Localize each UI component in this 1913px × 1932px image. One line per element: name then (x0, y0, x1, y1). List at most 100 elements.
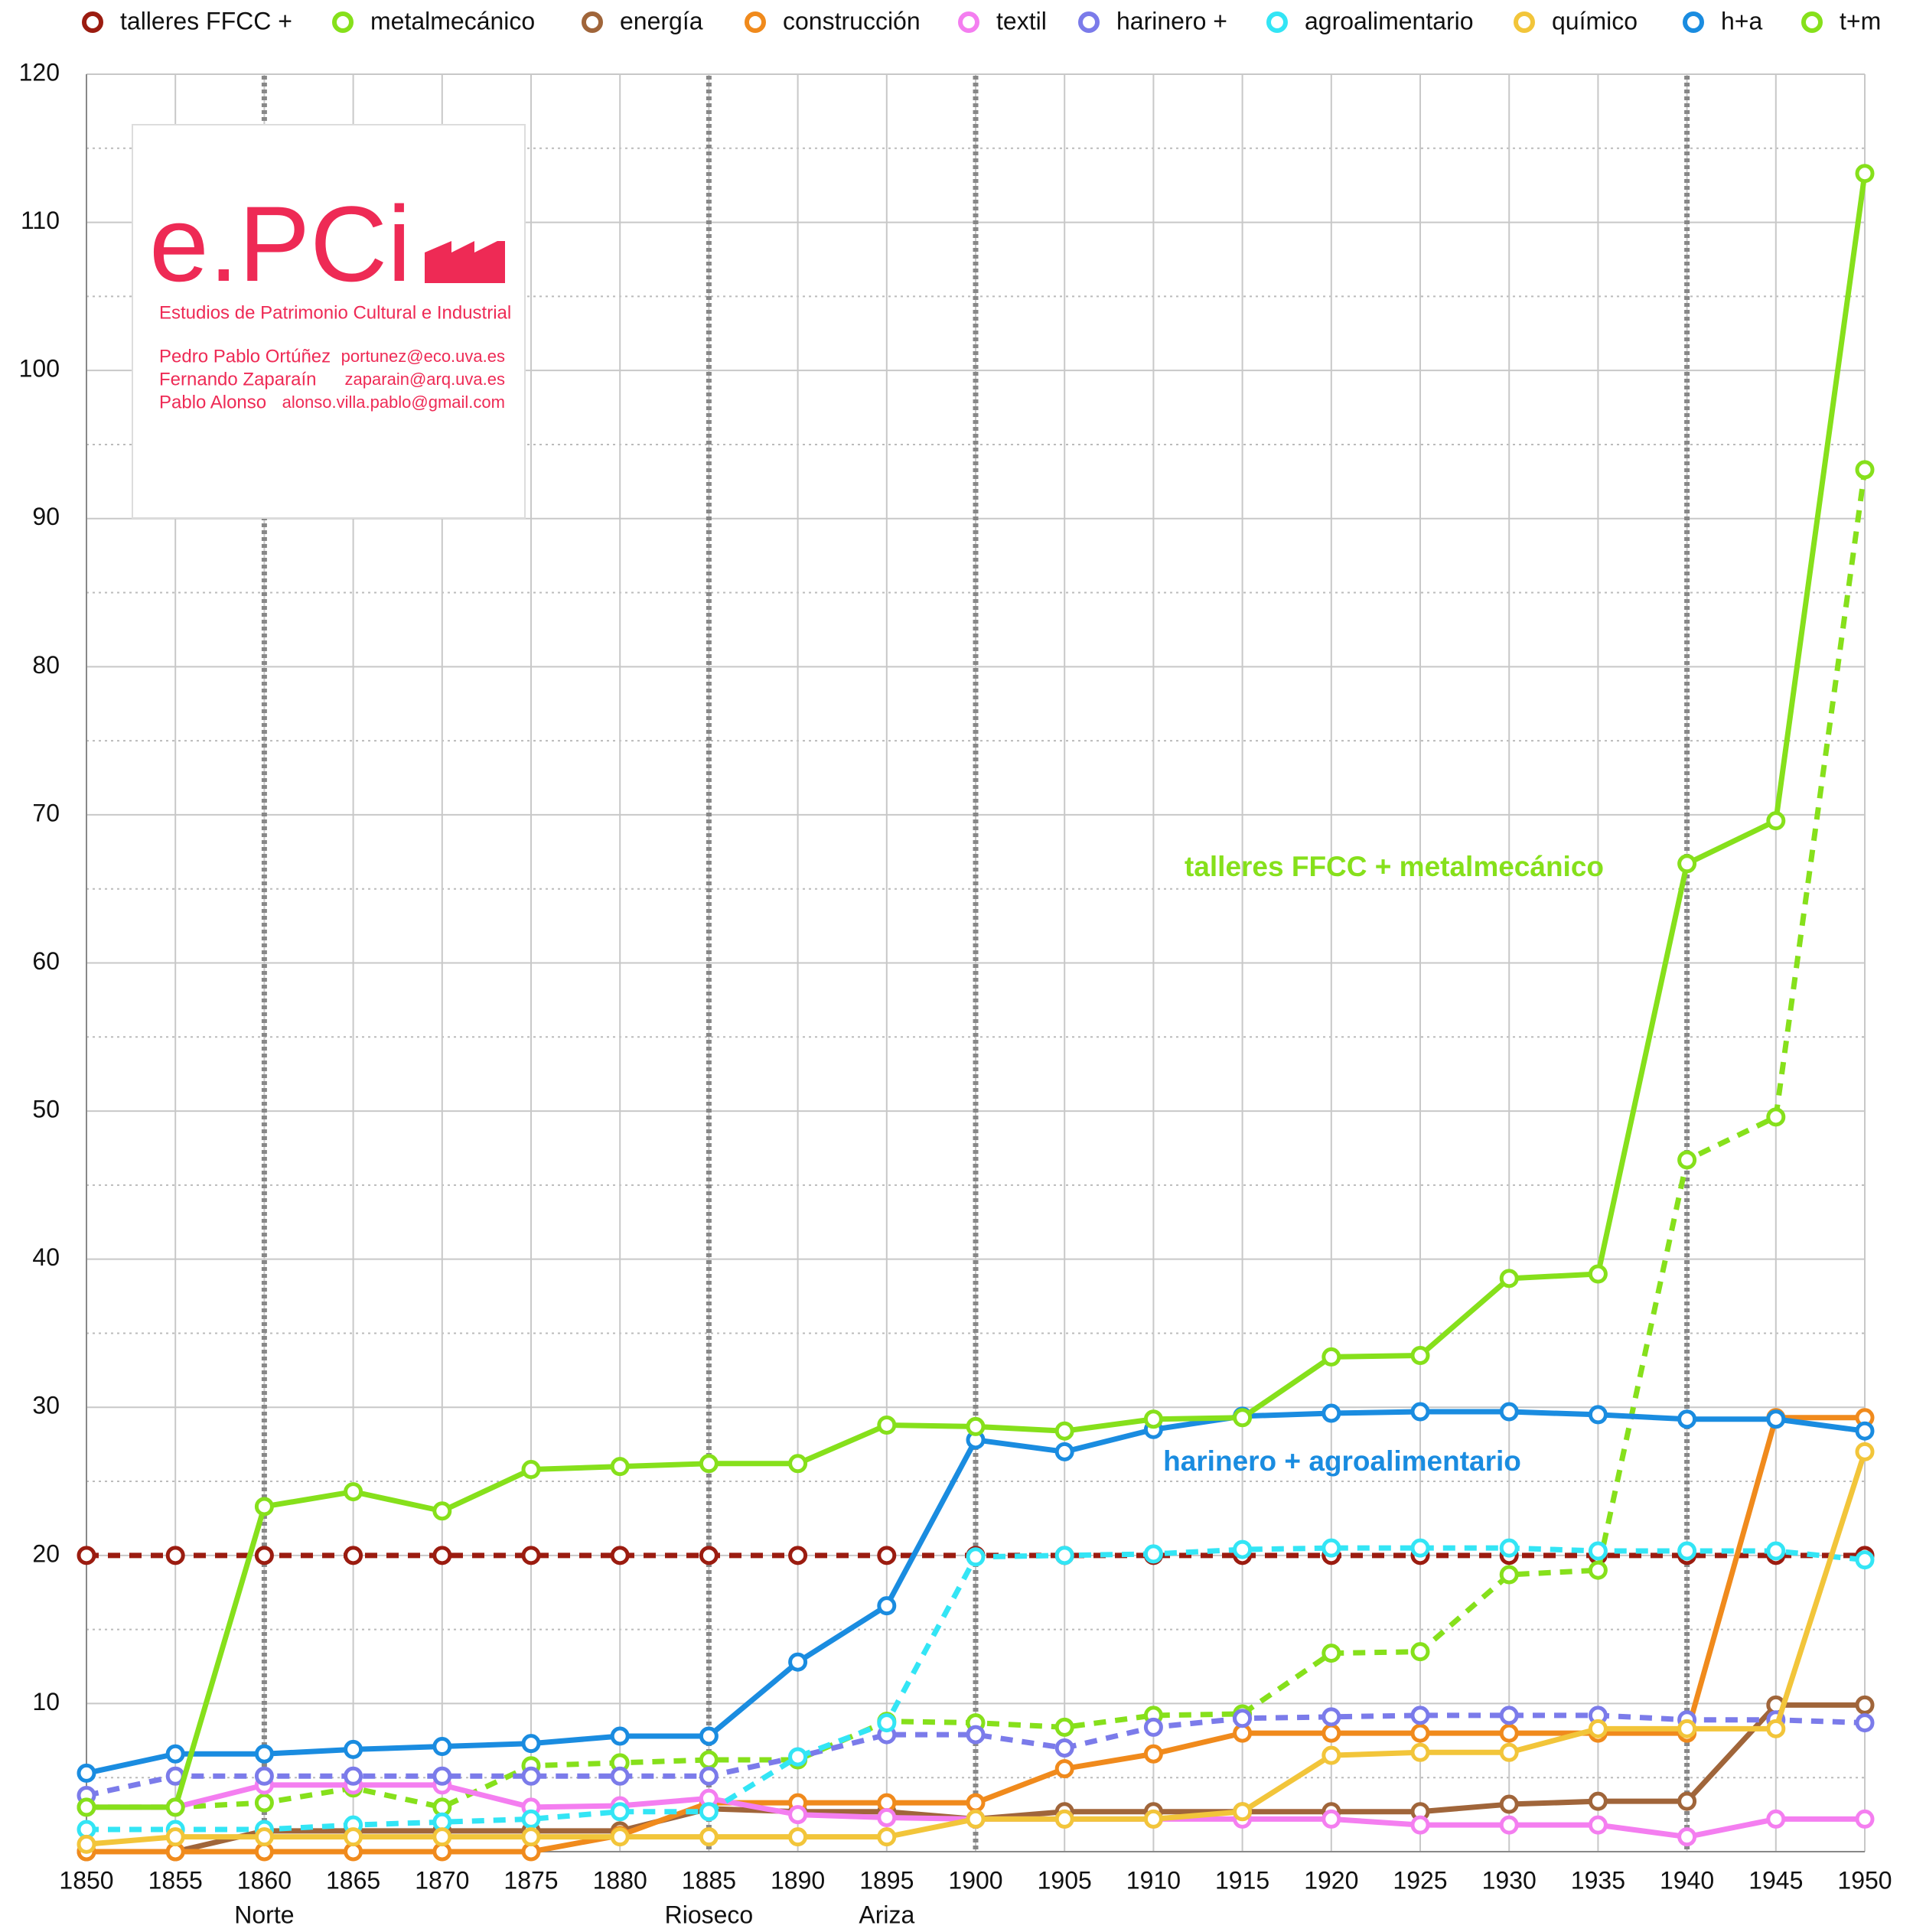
data-point (1233, 1802, 1253, 1822)
data-point (1588, 1791, 1608, 1811)
data-point (165, 1827, 185, 1847)
logo-box (132, 124, 526, 519)
data-point (254, 1497, 274, 1517)
x-annotation: Ariza (859, 1901, 914, 1928)
data-point (610, 1726, 630, 1746)
data-point (1054, 1809, 1074, 1829)
y-tick-label: 20 (32, 1539, 60, 1567)
legend-marker (332, 11, 354, 33)
data-point (432, 1766, 452, 1786)
data-point (432, 1501, 452, 1521)
data-point (1233, 1539, 1253, 1559)
data-point (1322, 1809, 1341, 1829)
data-point (254, 1546, 274, 1565)
data-point (966, 1809, 986, 1829)
data-point (1677, 1541, 1697, 1561)
data-point (1499, 1538, 1519, 1558)
y-tick-label: 40 (32, 1243, 60, 1271)
data-point (877, 1596, 897, 1616)
legend-marker (1266, 11, 1288, 33)
data-point (521, 1460, 541, 1480)
data-point (1677, 1719, 1697, 1738)
data-point (254, 1793, 274, 1813)
logo-mark: e.PCi (149, 184, 411, 304)
data-point (1588, 1719, 1608, 1738)
data-point (1410, 1538, 1430, 1558)
x-tick-label: 1950 (1837, 1866, 1892, 1894)
data-point (1322, 1745, 1341, 1765)
data-point (1855, 1442, 1875, 1461)
data-point (610, 1546, 630, 1565)
data-point (1054, 1759, 1074, 1779)
data-point (699, 1766, 719, 1786)
legend-label: harinero + (1116, 7, 1227, 34)
data-point (610, 1766, 630, 1786)
x-tick-label: 1940 (1660, 1866, 1714, 1894)
data-point (1410, 1815, 1430, 1835)
x-tick-label: 1885 (682, 1866, 736, 1894)
y-tick-label: 60 (32, 947, 60, 975)
logo-email: portunez@eco.uva.es (341, 347, 505, 366)
data-point (877, 1827, 897, 1847)
data-point (521, 1546, 541, 1565)
data-point (1143, 1544, 1163, 1564)
x-tick-label: 1915 (1215, 1866, 1269, 1894)
data-point (1322, 1707, 1341, 1727)
data-point (1499, 1269, 1519, 1289)
legend-label: químico (1552, 7, 1638, 34)
data-point (1766, 811, 1786, 831)
data-point (788, 1546, 808, 1565)
logo-subtitle: Estudios de Patrimonio Cultural e Indust… (159, 302, 511, 323)
data-point (1410, 1742, 1430, 1762)
x-tick-label: 1865 (326, 1866, 380, 1894)
legend-label: energía (620, 7, 703, 34)
data-point (1855, 1809, 1875, 1829)
y-tick-label: 30 (32, 1392, 60, 1419)
annotation: talleres FFCC + metalmecánico (1185, 851, 1604, 882)
data-point (165, 1744, 185, 1764)
data-point (699, 1454, 719, 1474)
data-point (1677, 1409, 1697, 1429)
data-point (521, 1827, 541, 1847)
data-point (788, 1747, 808, 1767)
series (77, 1442, 1875, 1854)
logo: e.PCi Estudios de Patrimonio Cultural e … (132, 124, 526, 519)
data-point (610, 1457, 630, 1477)
legend-label: talleres FFCC + (120, 7, 292, 34)
legend-marker (958, 11, 979, 33)
y-tick-label: 110 (21, 207, 60, 234)
data-point (77, 1797, 96, 1817)
data-point (1855, 1550, 1875, 1570)
x-tick-label: 1860 (237, 1866, 292, 1894)
x-tick-label: 1945 (1748, 1866, 1803, 1894)
data-point (1855, 1713, 1875, 1733)
data-point (1410, 1642, 1430, 1662)
data-point (966, 1547, 986, 1567)
data-point (1143, 1809, 1163, 1829)
data-point (1410, 1706, 1430, 1725)
data-point (1855, 1695, 1875, 1715)
legend-marker (1801, 11, 1823, 33)
data-point (610, 1827, 630, 1847)
data-point (699, 1802, 719, 1822)
data-point (1588, 1815, 1608, 1835)
logo-name: Pedro Pablo Ortúñez (159, 346, 331, 367)
data-point (1766, 1409, 1786, 1429)
logo-name: Fernando Zaparaín (159, 369, 316, 389)
data-point (344, 1827, 363, 1847)
logo-icon (425, 241, 505, 283)
legend-label: textil (996, 7, 1047, 34)
data-point (788, 1827, 808, 1847)
y-tick-label: 50 (32, 1096, 60, 1123)
legend-marker (582, 11, 603, 33)
data-point (1677, 854, 1697, 874)
data-point (877, 1713, 897, 1733)
legend-marker (82, 11, 103, 33)
series (77, 1538, 1875, 1839)
data-point (432, 1546, 452, 1565)
legend-marker (1078, 11, 1100, 33)
data-point (788, 1454, 808, 1474)
data-point (1054, 1546, 1074, 1565)
data-point (1054, 1421, 1074, 1441)
